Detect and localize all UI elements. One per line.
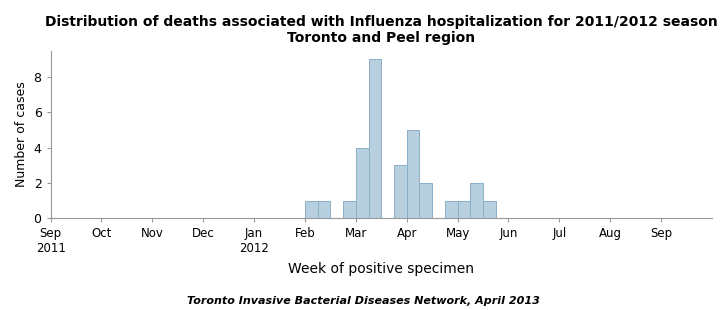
Bar [356, 148, 369, 219]
Bar [483, 201, 496, 219]
Bar [457, 201, 470, 219]
Bar [343, 201, 356, 219]
X-axis label: Week of positive specimen: Week of positive specimen [289, 262, 474, 277]
Title: Distribution of deaths associated with Influenza hospitalization for 2011/2012 s: Distribution of deaths associated with I… [45, 15, 718, 45]
Bar [318, 201, 330, 219]
Bar [445, 201, 457, 219]
Bar [394, 166, 406, 219]
Bar [419, 183, 432, 219]
Bar [470, 183, 483, 219]
Bar [305, 201, 318, 219]
Text: Toronto Invasive Bacterial Diseases Network, April 2013: Toronto Invasive Bacterial Diseases Netw… [187, 296, 540, 306]
Y-axis label: Number of cases: Number of cases [15, 82, 28, 187]
Bar [369, 60, 381, 219]
Bar [406, 130, 419, 219]
